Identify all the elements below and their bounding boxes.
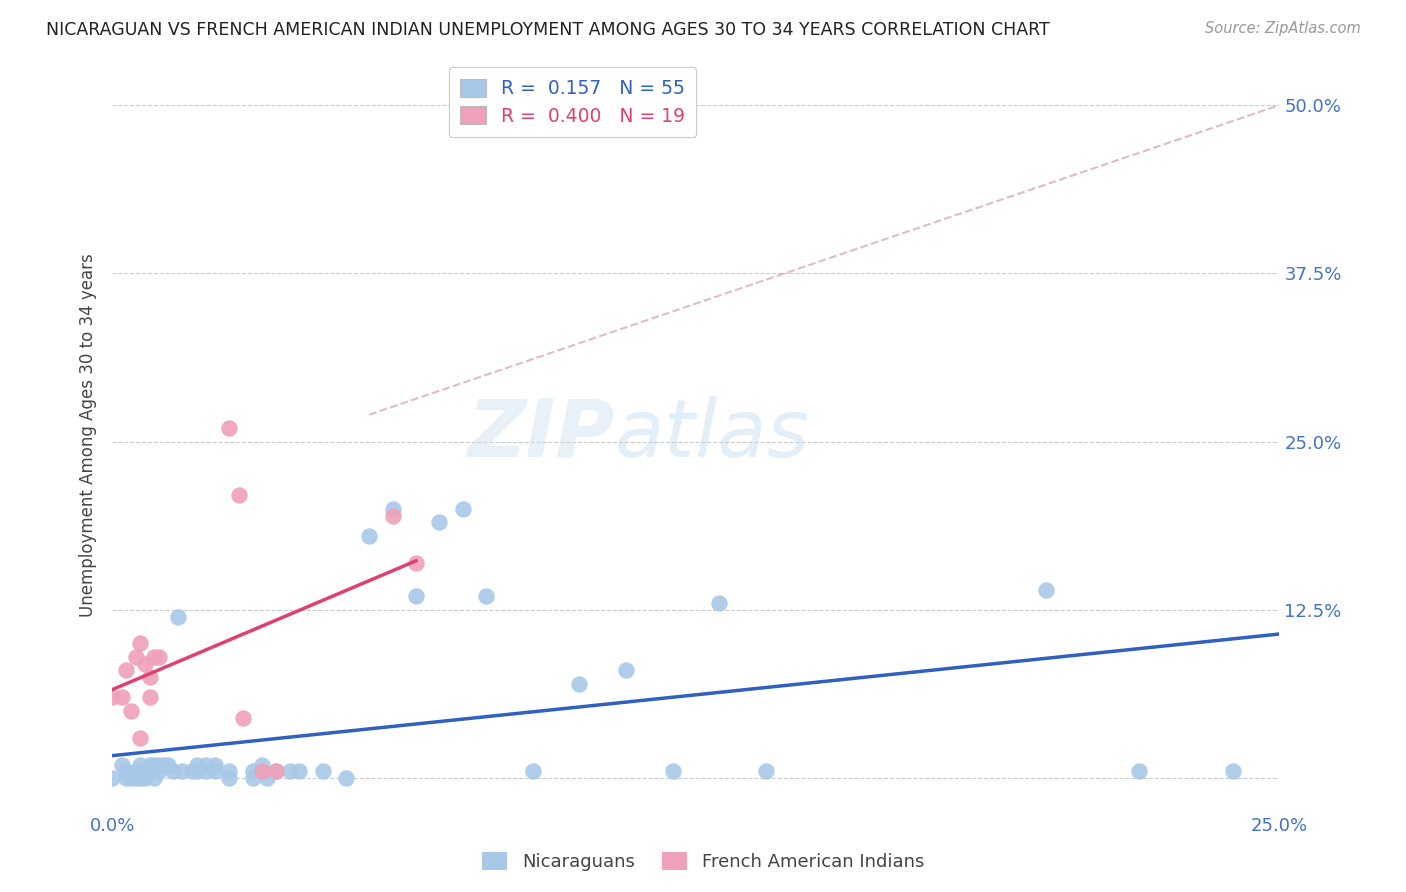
Point xyxy=(134,771,156,785)
Point xyxy=(129,636,152,650)
Point xyxy=(228,488,250,502)
Point xyxy=(451,501,474,516)
Point xyxy=(359,529,381,543)
Point xyxy=(166,609,188,624)
Point xyxy=(405,556,427,570)
Point xyxy=(232,710,254,724)
Legend: R =  0.157   N = 55, R =  0.400   N = 19: R = 0.157 N = 55, R = 0.400 N = 19 xyxy=(449,68,696,137)
Point xyxy=(148,764,170,779)
Point xyxy=(139,670,162,684)
Point xyxy=(101,771,124,785)
Point xyxy=(218,764,240,779)
Point xyxy=(218,421,240,435)
Point xyxy=(153,757,176,772)
Point xyxy=(157,757,180,772)
Point xyxy=(264,764,287,779)
Point xyxy=(134,764,156,779)
Point xyxy=(427,516,450,530)
Point xyxy=(120,771,142,785)
Point xyxy=(143,771,166,785)
Point xyxy=(218,771,240,785)
Point xyxy=(148,649,170,664)
Point xyxy=(143,757,166,772)
Point xyxy=(186,757,208,772)
Text: NICARAGUAN VS FRENCH AMERICAN INDIAN UNEMPLOYMENT AMONG AGES 30 TO 34 YEARS CORR: NICARAGUAN VS FRENCH AMERICAN INDIAN UNE… xyxy=(46,21,1050,39)
Point xyxy=(129,757,152,772)
Point xyxy=(755,764,778,779)
Point xyxy=(134,657,156,671)
Point xyxy=(1035,582,1057,597)
Point xyxy=(522,764,544,779)
Point xyxy=(381,501,404,516)
Point xyxy=(125,764,148,779)
Point xyxy=(101,690,124,705)
Point xyxy=(614,664,637,678)
Point xyxy=(242,771,264,785)
Point xyxy=(335,771,357,785)
Point xyxy=(139,690,162,705)
Point xyxy=(129,771,152,785)
Point xyxy=(139,757,162,772)
Point xyxy=(250,764,273,779)
Y-axis label: Unemployment Among Ages 30 to 34 years: Unemployment Among Ages 30 to 34 years xyxy=(79,253,97,616)
Point xyxy=(194,764,217,779)
Point xyxy=(311,764,333,779)
Point xyxy=(129,731,152,745)
Point xyxy=(172,764,194,779)
Point xyxy=(111,757,134,772)
Text: atlas: atlas xyxy=(614,396,808,474)
Point xyxy=(709,596,731,610)
Point xyxy=(278,764,301,779)
Point xyxy=(180,764,202,779)
Point xyxy=(115,764,138,779)
Text: Source: ZipAtlas.com: Source: ZipAtlas.com xyxy=(1205,21,1361,37)
Point xyxy=(125,649,148,664)
Point xyxy=(115,771,138,785)
Point xyxy=(162,764,184,779)
Point xyxy=(288,764,311,779)
Point xyxy=(143,649,166,664)
Point xyxy=(120,704,142,718)
Point xyxy=(204,757,226,772)
Point xyxy=(381,508,404,523)
Legend: Nicaraguans, French American Indians: Nicaraguans, French American Indians xyxy=(475,846,931,879)
Point xyxy=(1128,764,1150,779)
Point xyxy=(242,764,264,779)
Point xyxy=(475,590,498,604)
Point xyxy=(115,664,138,678)
Point xyxy=(204,764,226,779)
Point xyxy=(264,764,287,779)
Point xyxy=(568,677,591,691)
Point xyxy=(186,764,208,779)
Point xyxy=(139,764,162,779)
Point xyxy=(194,757,217,772)
Point xyxy=(405,590,427,604)
Point xyxy=(256,771,278,785)
Point xyxy=(250,757,273,772)
Point xyxy=(148,757,170,772)
Point xyxy=(111,690,134,705)
Text: ZIP: ZIP xyxy=(467,396,614,474)
Point xyxy=(1222,764,1244,779)
Point xyxy=(125,771,148,785)
Point xyxy=(661,764,683,779)
